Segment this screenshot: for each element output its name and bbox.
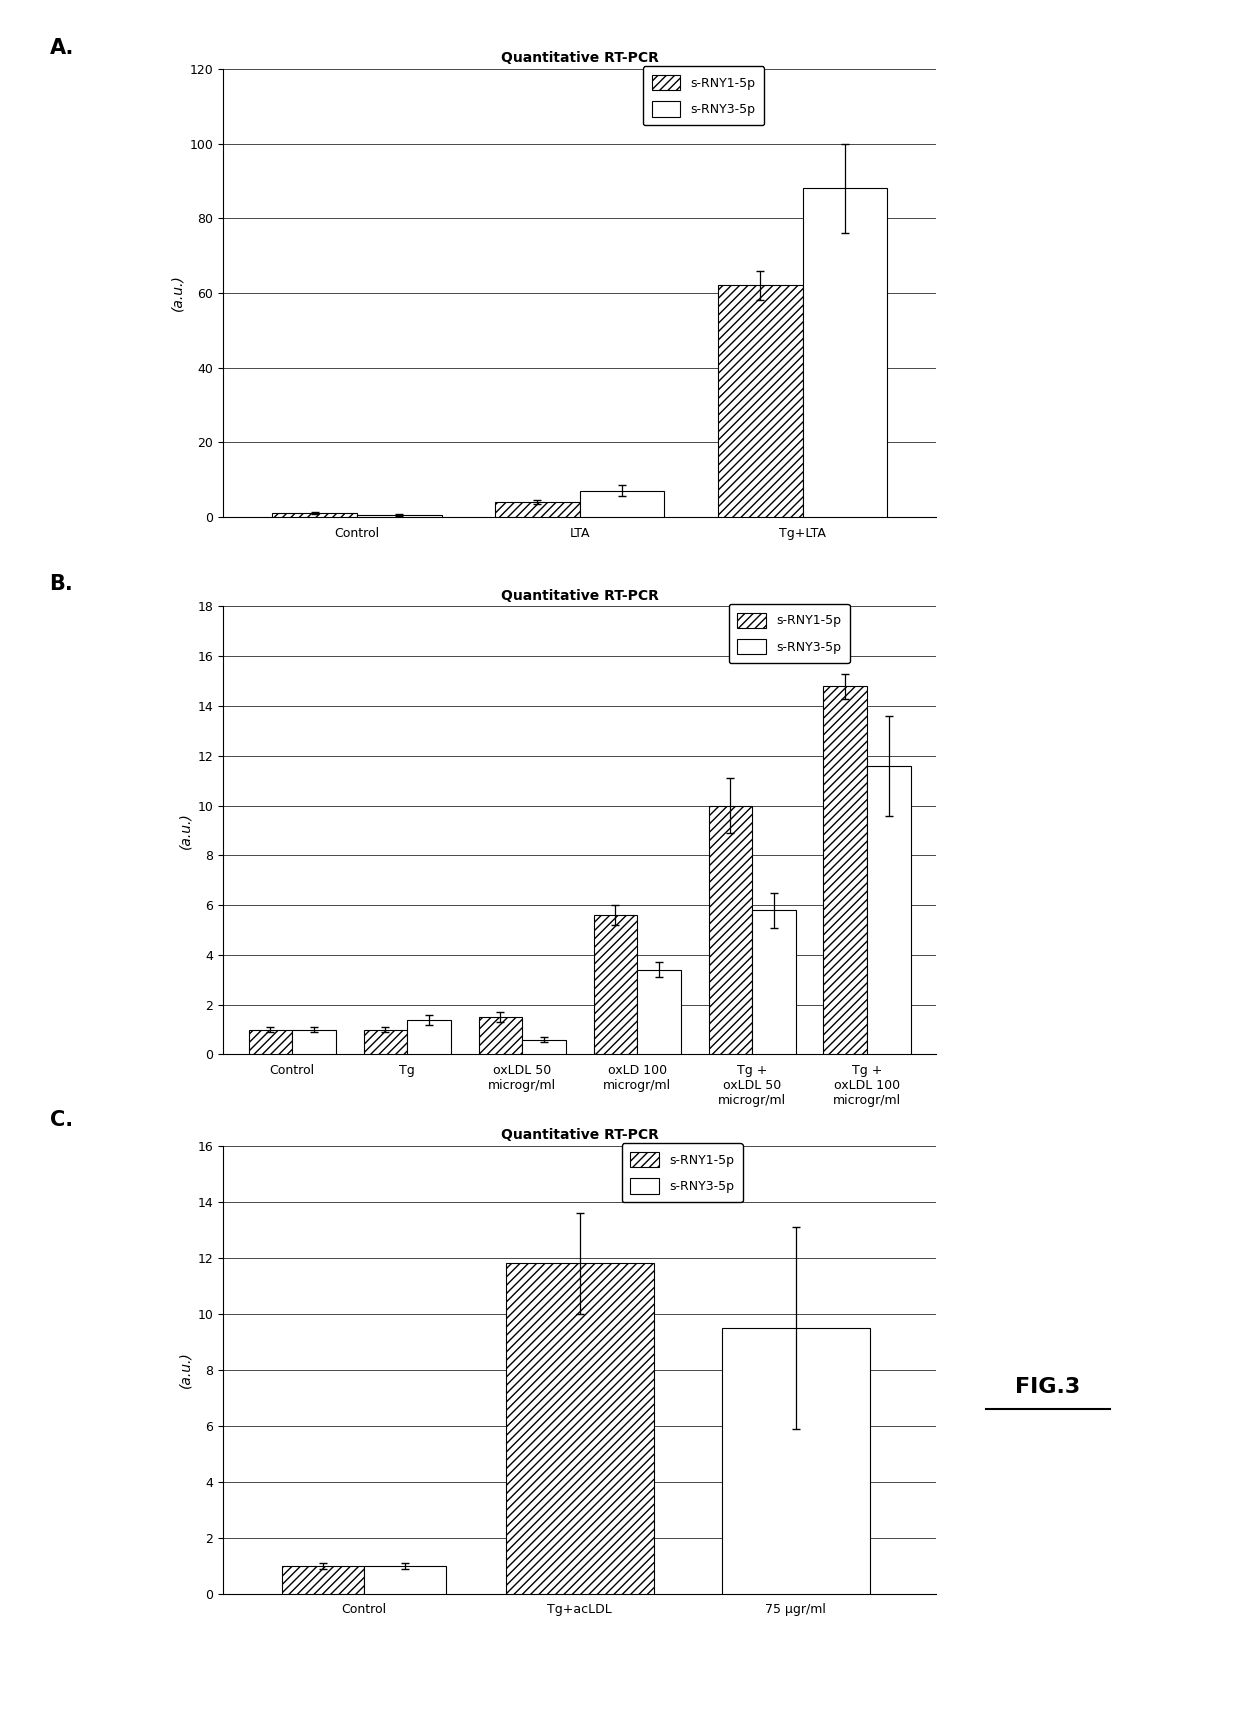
Bar [753,910,796,1054]
Bar [718,286,802,517]
Bar [522,1039,565,1054]
Legend: s-RNY1-5p, s-RNY3-5p: s-RNY1-5p, s-RNY3-5p [644,65,764,126]
Title: Quantitative RT-PCR: Quantitative RT-PCR [501,1129,658,1142]
Bar [479,1017,522,1054]
Bar [579,491,665,517]
Bar [363,1030,407,1054]
Title: Quantitative RT-PCR: Quantitative RT-PCR [501,52,658,65]
Text: FIG.3: FIG.3 [1016,1377,1080,1397]
Bar [594,915,637,1054]
Y-axis label: (a.u.): (a.u.) [170,274,184,312]
Bar [248,1030,293,1054]
Bar [802,188,887,517]
Text: C.: C. [50,1110,73,1130]
Y-axis label: (a.u.): (a.u.) [179,812,192,849]
Text: B.: B. [50,574,73,594]
Y-axis label: (a.u.): (a.u.) [179,1351,192,1389]
Bar [495,501,579,517]
Text: A.: A. [50,38,74,59]
Bar [722,1328,869,1594]
Bar [281,1566,363,1594]
Bar [407,1020,451,1054]
Legend: s-RNY1-5p, s-RNY3-5p: s-RNY1-5p, s-RNY3-5p [729,603,849,663]
Bar [637,970,681,1054]
Legend: s-RNY1-5p, s-RNY3-5p: s-RNY1-5p, s-RNY3-5p [621,1142,743,1203]
Bar [506,1263,653,1594]
Bar [293,1030,336,1054]
Bar [363,1566,445,1594]
Title: Quantitative RT-PCR: Quantitative RT-PCR [501,589,658,603]
Bar [867,765,911,1054]
Bar [823,686,867,1054]
Bar [273,513,357,517]
Bar [708,806,753,1054]
Bar [357,515,441,517]
